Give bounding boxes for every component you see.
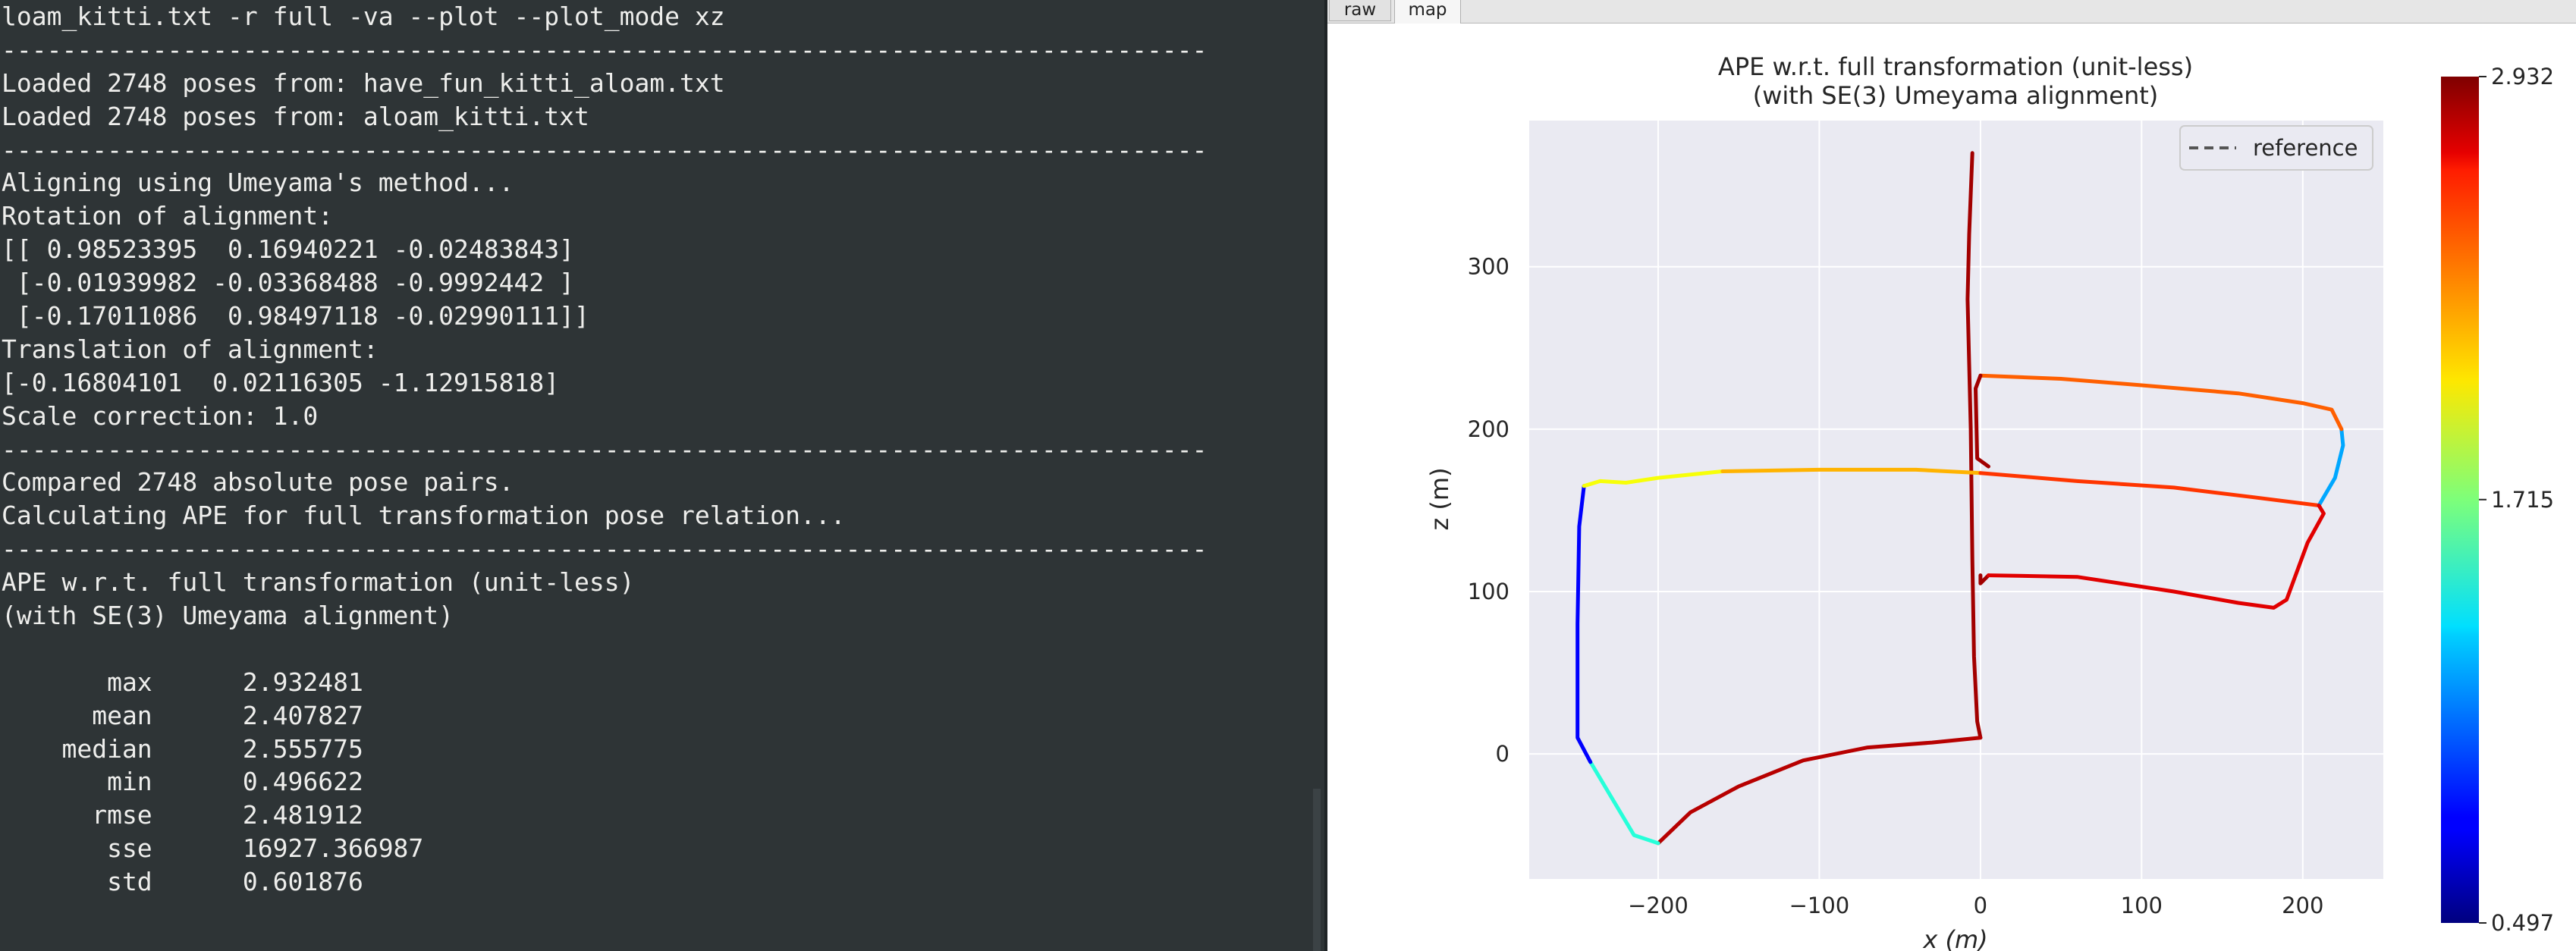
terminal-line: sse 16927.366987 (2, 833, 424, 864)
terminal-line: [-0.16804101 0.02116305 -1.12915818] (2, 367, 560, 397)
legend-box (2179, 125, 2373, 171)
terminal-line: loam_kitti.txt -r full -va --plot --plot… (2, 2, 725, 31)
terminal-line: [-0.01939982 -0.03368488 -0.9992442 ] (2, 268, 574, 298)
colorbar-tick-label: 1.715 (2491, 487, 2554, 513)
trajectory-segment (1575, 484, 1593, 764)
trajectory-segment (1965, 151, 1983, 740)
trajectory-series (1575, 151, 2345, 846)
terminal-line: Scale correction: 1.0 (2, 400, 319, 431)
trajectory-segment (1978, 471, 2321, 507)
terminal-line: max 2.932481 (2, 667, 363, 697)
x-tick-label: 200 (2282, 893, 2323, 918)
x-axis-ticks: −200 −100 0 100 200 (1628, 893, 2323, 918)
trajectory-segment (1588, 760, 1660, 846)
y-tick-label: 300 (1468, 254, 1509, 280)
trajectory-segment (1978, 373, 2344, 432)
terminal-window[interactable]: loam_kitti.txt -r full -va --plot --plot… (0, 0, 1324, 951)
trajectory-segment (1720, 467, 1983, 476)
terminal-line: Translation of alignment: (2, 334, 379, 364)
chart-subtitle: (with SE(3) Umeyama alignment) (1753, 81, 2159, 110)
terminal-line: APE w.r.t. full transformation (unit-les… (2, 567, 635, 598)
y-tick-label: 0 (1496, 741, 1509, 767)
terminal-line: median 2.555775 (2, 733, 363, 764)
x-tick-label: 100 (2121, 893, 2163, 918)
terminal-line: [[ 0.98523395 0.16940221 -0.02483843] (2, 234, 574, 265)
terminal-line: ----------------------------------------… (2, 434, 1208, 464)
y-axis-label: z (m) (1425, 467, 1454, 530)
terminal-line: ----------------------------------------… (2, 534, 1208, 564)
plot-area (1529, 121, 2383, 879)
tab-raw[interactable]: raw (1329, 0, 1391, 21)
trajectory-segment (1987, 504, 2326, 610)
terminal-line: Loaded 2748 poses from: aloam_kitti.txt (2, 101, 589, 131)
y-tick-label: 100 (1468, 579, 1509, 604)
trajectory-segment (1656, 736, 1983, 846)
x-axis-label: x (m) (1922, 925, 1987, 951)
terminal-line: [-0.17011086 0.98497118 -0.02990111]] (2, 301, 589, 331)
terminal-scrollbar[interactable] (1313, 789, 1321, 951)
legend-reference-label: reference (2253, 135, 2358, 161)
terminal-line: (with SE(3) Umeyama alignment) (2, 601, 454, 631)
terminal-line: mean 2.407827 (2, 700, 363, 730)
grid-lines (1529, 121, 2383, 879)
chart-title: APE w.r.t. full transformation (unit-les… (1718, 52, 2193, 81)
trajectory-segment (1978, 573, 1990, 585)
tab-map[interactable]: map (1394, 0, 1461, 24)
y-axis-ticks: 0 100 200 300 (1468, 254, 1509, 767)
terminal-line: Compared 2748 absolute pose pairs. (2, 467, 514, 497)
y-tick-label: 200 (1468, 416, 1509, 442)
colorbar (2441, 77, 2479, 923)
terminal-line: std 0.601876 (2, 867, 363, 897)
colorbar-ticks: 2.932 1.715 0.497 (2479, 64, 2554, 936)
trajectory-segment (1974, 373, 1990, 469)
terminal-line: rmse 2.481912 (2, 800, 363, 830)
x-tick-label: 0 (1974, 893, 1987, 918)
colorbar-tick-label: 2.932 (2491, 64, 2554, 89)
terminal-line: ----------------------------------------… (2, 34, 1208, 64)
x-tick-label: −200 (1628, 893, 1689, 918)
terminal-line: min 0.496622 (2, 767, 363, 797)
terminal-line: Rotation of alignment: (2, 201, 334, 231)
terminal-line: Aligning using Umeyama's method... (2, 168, 514, 198)
x-tick-label: −100 (1789, 893, 1850, 918)
trajectory-segment (2317, 427, 2345, 507)
terminal-line: Loaded 2748 poses from: have_fun_kitti_a… (2, 67, 725, 98)
terminal-line: Calculating APE for full transformation … (2, 501, 846, 531)
terminal-line: ----------------------------------------… (2, 134, 1208, 165)
legend: reference (2179, 125, 2373, 171)
colorbar-tick-label: 0.497 (2491, 910, 2554, 936)
tab-bar: raw map (1327, 0, 2576, 24)
trajectory-segment (1582, 469, 1725, 488)
terminal-output: loam_kitti.txt -r full -va --plot --plot… (2, 0, 1207, 899)
